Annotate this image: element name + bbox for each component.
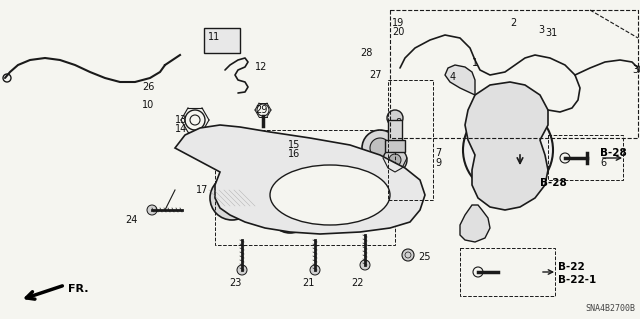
Text: B-28: B-28 [600, 148, 627, 158]
Circle shape [389, 154, 401, 166]
Bar [548, 135, 623, 180]
Text: 21: 21 [302, 278, 314, 288]
Text: 16: 16 [288, 149, 300, 159]
Circle shape [218, 184, 246, 212]
Text: 10: 10 [142, 100, 154, 110]
Text: 22: 22 [352, 278, 364, 288]
Text: 27: 27 [369, 70, 382, 80]
Ellipse shape [270, 165, 390, 225]
Text: 1: 1 [472, 58, 478, 68]
Text: B-28: B-28 [540, 178, 567, 188]
Circle shape [387, 110, 403, 126]
Text: 30: 30 [632, 65, 640, 75]
Text: 19: 19 [392, 18, 404, 28]
Text: 5: 5 [600, 148, 606, 158]
Bar [204, 28, 240, 53]
Text: 20: 20 [392, 27, 404, 37]
Text: 25: 25 [418, 252, 431, 262]
Bar [390, 10, 638, 138]
Text: 6: 6 [600, 158, 606, 168]
Text: 23: 23 [229, 278, 241, 288]
Bar [215, 130, 395, 245]
Text: 3: 3 [538, 25, 544, 35]
Text: 29: 29 [255, 105, 268, 115]
Text: 28: 28 [360, 48, 373, 58]
Text: 31: 31 [545, 28, 557, 38]
Circle shape [402, 249, 414, 261]
Text: 15: 15 [288, 140, 300, 150]
Circle shape [362, 130, 398, 166]
Circle shape [214, 32, 230, 48]
Text: 8: 8 [395, 118, 401, 128]
Text: B-22-1: B-22-1 [558, 275, 596, 285]
Text: 7: 7 [435, 148, 441, 158]
Text: 12: 12 [255, 62, 268, 72]
Circle shape [226, 192, 238, 204]
Text: 26: 26 [143, 82, 155, 92]
Text: 24: 24 [125, 215, 138, 225]
Circle shape [147, 205, 157, 215]
Bar [388, 120, 402, 142]
Circle shape [270, 193, 310, 233]
Text: SNA4B2700B: SNA4B2700B [585, 304, 635, 313]
Bar [460, 248, 555, 296]
Text: FR.: FR. [68, 284, 88, 294]
Circle shape [383, 148, 407, 172]
Circle shape [285, 208, 295, 218]
Polygon shape [175, 125, 425, 234]
Text: 13: 13 [175, 115, 188, 125]
Circle shape [370, 138, 390, 158]
Text: B-22: B-22 [558, 262, 585, 272]
Polygon shape [445, 65, 475, 95]
Text: 4: 4 [450, 72, 456, 82]
Circle shape [480, 122, 536, 178]
Text: 2: 2 [510, 18, 516, 28]
Circle shape [237, 265, 247, 275]
Circle shape [210, 176, 254, 220]
Bar [388, 80, 433, 200]
Circle shape [310, 265, 320, 275]
Polygon shape [460, 205, 490, 242]
Text: 9: 9 [435, 158, 441, 168]
Circle shape [360, 260, 370, 270]
Circle shape [463, 105, 553, 195]
Bar [385, 140, 405, 152]
Text: 17: 17 [196, 185, 209, 195]
Text: 11: 11 [208, 32, 220, 42]
Circle shape [278, 201, 302, 225]
Polygon shape [465, 82, 548, 210]
Text: 14: 14 [175, 124, 188, 134]
